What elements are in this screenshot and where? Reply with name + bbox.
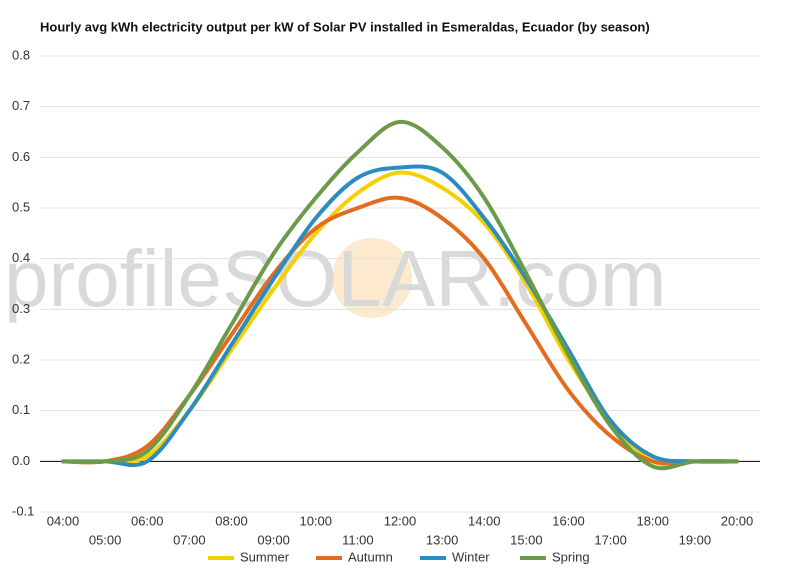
legend-label: Spring bbox=[552, 549, 590, 564]
x-tick-label: 17:00 bbox=[594, 532, 627, 547]
x-tick-label: 06:00 bbox=[131, 513, 164, 528]
x-tick-label: 12:00 bbox=[384, 513, 417, 528]
x-tick-label: 07:00 bbox=[173, 532, 206, 547]
y-tick-label: 0.3 bbox=[12, 301, 30, 316]
x-tick-label: 13:00 bbox=[426, 532, 459, 547]
x-tick-label: 11:00 bbox=[342, 532, 374, 547]
x-tick-label: 09:00 bbox=[257, 532, 290, 547]
y-tick-label: 0.5 bbox=[12, 199, 30, 214]
x-tick-label: 10:00 bbox=[299, 513, 332, 528]
y-tick-label: 0.1 bbox=[12, 402, 30, 417]
series-line bbox=[61, 119, 739, 471]
y-tick-label: 0.6 bbox=[12, 149, 30, 164]
x-tick-label: 05:00 bbox=[89, 532, 122, 547]
y-tick-label: 0.0 bbox=[12, 453, 30, 468]
x-tick-label: 04:00 bbox=[47, 513, 80, 528]
y-tick-label: -0.1 bbox=[12, 503, 34, 518]
y-tick-label: 0.7 bbox=[12, 98, 30, 113]
legend-label: Summer bbox=[240, 549, 290, 564]
watermark: profileSOLAR.com bbox=[4, 234, 666, 323]
legend-label: Autumn bbox=[348, 549, 393, 564]
series-line bbox=[61, 164, 739, 468]
x-tick-label: 19:00 bbox=[679, 532, 712, 547]
x-tick-label: 14:00 bbox=[468, 513, 501, 528]
legend-label: Winter bbox=[452, 549, 490, 564]
x-tick-label: 18:00 bbox=[636, 513, 669, 528]
watermark-sun bbox=[332, 238, 412, 318]
y-tick-label: 0.8 bbox=[12, 47, 30, 62]
x-tick-label: 20:00 bbox=[721, 513, 754, 528]
y-tick-label: 0.2 bbox=[12, 351, 30, 366]
x-tick-label: 16:00 bbox=[552, 513, 585, 528]
chart-title: Hourly avg kWh electricity output per kW… bbox=[40, 19, 650, 34]
x-tick-label: 08:00 bbox=[215, 513, 248, 528]
x-tick-label: 15:00 bbox=[510, 532, 543, 547]
y-tick-label: 0.4 bbox=[12, 250, 30, 265]
